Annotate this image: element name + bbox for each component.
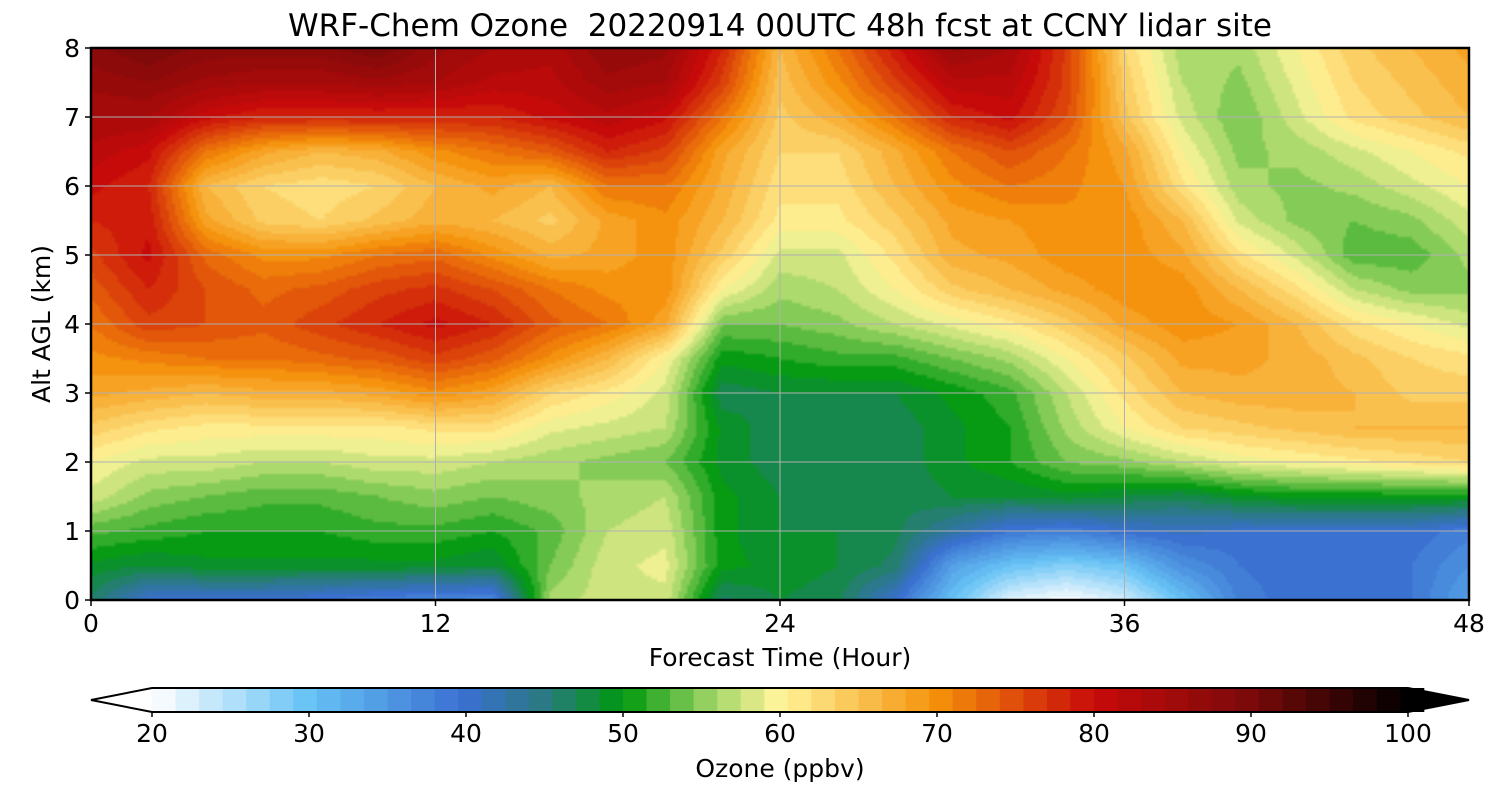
colorbar-swatch	[481, 688, 506, 712]
colorbar-swatch	[528, 688, 553, 712]
y-tick-label: 6	[64, 172, 80, 201]
x-tick-label: 36	[1109, 609, 1141, 638]
colorbar-swatch	[929, 688, 954, 712]
x-tick-label: 12	[420, 609, 452, 638]
colorbar-swatch	[740, 688, 765, 712]
y-tick-label: 1	[64, 517, 80, 546]
colorbar-tick-label: 70	[921, 719, 953, 748]
colorbar-swatch	[1070, 688, 1095, 712]
colorbar-swatch	[1258, 688, 1283, 712]
colorbar-swatch	[1164, 688, 1189, 712]
colorbar-swatch	[858, 688, 883, 712]
colorbar-swatch	[222, 688, 247, 712]
colorbar-swatch	[363, 688, 389, 712]
x-tick-label: 0	[83, 609, 99, 638]
x-axis-ticks: 0 12 24 36 48	[83, 600, 1485, 638]
colorbar-tick-label: 60	[764, 719, 796, 748]
colorbar-swatch	[387, 688, 412, 712]
colorbar-swatch	[246, 688, 271, 712]
colorbar-swatch	[1023, 688, 1048, 712]
colorbar-swatch	[293, 688, 318, 712]
colorbar-swatch	[340, 688, 365, 712]
colorbar-swatch	[1188, 688, 1213, 712]
y-tick-label: 0	[64, 586, 80, 615]
colorbar-swatch	[646, 688, 671, 712]
y-axis-label: Alt AGL (km)	[27, 245, 56, 403]
chart-title: WRF-Chem Ozone 20220914 00UTC 48h fcst a…	[288, 8, 1272, 44]
colorbar-extend-high	[1408, 688, 1469, 712]
colorbar-swatch	[505, 688, 530, 712]
y-tick-label: 7	[64, 103, 80, 132]
colorbar-swatch	[1353, 688, 1378, 712]
colorbar-swatch	[787, 688, 812, 712]
colorbar-swatch	[693, 688, 718, 712]
colorbar-swatch	[1094, 688, 1119, 712]
y-tick-label: 5	[64, 241, 80, 270]
colorbar-swatch	[1305, 688, 1331, 712]
x-tick-label: 24	[764, 609, 796, 638]
x-tick-label: 48	[1453, 609, 1485, 638]
colorbar-tick-label: 40	[450, 719, 482, 748]
colorbar-swatch	[764, 688, 789, 712]
colorbar-swatch	[575, 688, 601, 712]
colorbar-swatch	[458, 688, 483, 712]
colorbar-swatch	[952, 688, 977, 712]
colorbar-swatch	[175, 688, 200, 712]
colorbar-swatch	[434, 688, 459, 712]
colorbar-tick-label: 20	[136, 719, 168, 748]
colorbar-swatch	[976, 688, 1001, 712]
colorbar-swatch	[1117, 688, 1142, 712]
colorbar-swatch	[623, 688, 648, 712]
colorbar-tick-label: 80	[1078, 719, 1110, 748]
y-tick-label: 3	[64, 379, 80, 408]
y-tick-label: 8	[64, 34, 80, 63]
x-axis-label: Forecast Time (Hour)	[649, 643, 912, 672]
colorbar-tick-label: 50	[607, 719, 639, 748]
colorbar: 20 30 40 50 60 70 80 90 100	[90, 687, 1470, 748]
colorbar-swatch	[999, 688, 1024, 712]
colorbar-swatch	[552, 688, 577, 712]
colorbar-swatch	[152, 688, 177, 712]
colorbar-swatch	[599, 688, 624, 712]
colorbar-swatch	[717, 688, 742, 712]
colorbar-swatch	[670, 688, 695, 712]
colorbar-swatch	[1376, 688, 1401, 712]
colorbar-extend-low	[91, 688, 152, 712]
colorbar-swatch	[1046, 688, 1072, 712]
grid-lines	[91, 48, 1469, 600]
y-axis-ticks: 0 1 2 3 4 5 6 7 8	[64, 34, 91, 615]
colorbar-swatch	[882, 688, 907, 712]
y-tick-label: 2	[64, 448, 80, 477]
colorbar-tick-label: 90	[1235, 719, 1267, 748]
colorbar-tick-label: 30	[293, 719, 325, 748]
colorbar-swatch	[834, 688, 860, 712]
colorbar-swatch	[411, 688, 436, 712]
colorbar-swatch	[1141, 688, 1166, 712]
colorbar-label: Ozone (ppbv)	[695, 754, 864, 783]
colorbar-swatch	[1329, 688, 1354, 712]
colorbar-swatch	[316, 688, 341, 712]
colorbar-swatch	[905, 688, 930, 712]
colorbar-swatch	[1235, 688, 1260, 712]
colorbar-tick-label: 100	[1384, 719, 1432, 748]
colorbar-swatch	[1211, 688, 1236, 712]
colorbar-swatch	[199, 688, 224, 712]
colorbar-swatch	[811, 688, 836, 712]
colorbar-swatch	[269, 688, 294, 712]
colorbar-swatch	[1282, 688, 1307, 712]
y-tick-label: 4	[64, 310, 80, 339]
